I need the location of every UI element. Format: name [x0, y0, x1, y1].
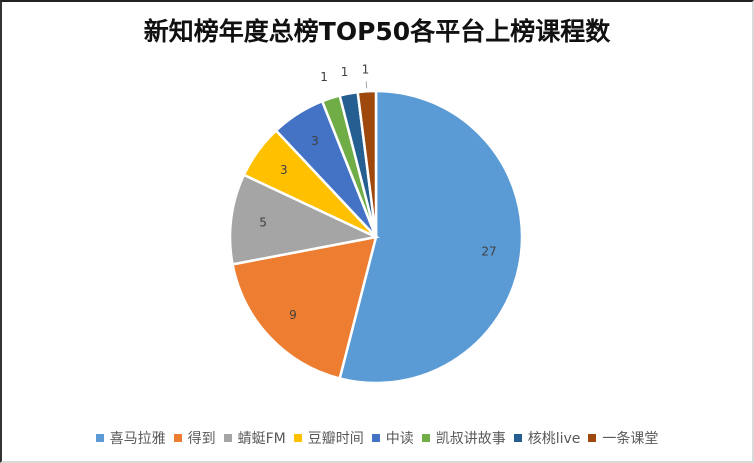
legend: 喜马拉雅 得到 蜻蜓FM 豆瓣时间 中读 凯叔讲故事 核桃live 一条课堂 [0, 428, 754, 448]
data-label: 27 [481, 244, 496, 258]
pie-slice-0[interactable] [338, 89, 524, 385]
pie-slice-2[interactable] [228, 173, 381, 266]
data-label: 1 [320, 70, 328, 84]
legend-swatch [421, 434, 430, 442]
legend-item-yitiao[interactable]: 一条课堂 [588, 428, 658, 448]
data-label: 9 [289, 308, 297, 322]
legend-swatch [588, 434, 597, 442]
legend-item-qingting[interactable]: 蜻蜓FM [223, 428, 286, 448]
legend-item-zhongdu[interactable]: 中读 [371, 428, 414, 448]
legend-swatch [371, 434, 380, 442]
pie-slice-1[interactable] [231, 235, 378, 380]
data-label: 3 [280, 163, 288, 177]
data-label: 1 [341, 65, 349, 79]
legend-swatch [223, 434, 232, 442]
legend-swatch [293, 434, 302, 442]
chart-title: 新知榜年度总榜TOP50各平台上榜课程数 [143, 17, 611, 46]
data-label: 1 [362, 62, 370, 76]
legend-swatch [95, 434, 104, 442]
legend-item-hetao[interactable]: 核桃live [513, 428, 580, 448]
legend-swatch [173, 434, 182, 442]
legend-swatch [513, 434, 522, 442]
legend-item-ximalaya[interactable]: 喜马拉雅 [95, 428, 166, 448]
pie-slice-7[interactable] [356, 89, 378, 238]
legend-item-kaishu[interactable]: 凯叔讲故事 [421, 428, 506, 448]
data-label: 3 [311, 134, 319, 148]
legend-item-dedao[interactable]: 得到 [173, 428, 216, 448]
legend-item-douban[interactable]: 豆瓣时间 [293, 428, 364, 448]
data-label: 5 [259, 216, 267, 230]
